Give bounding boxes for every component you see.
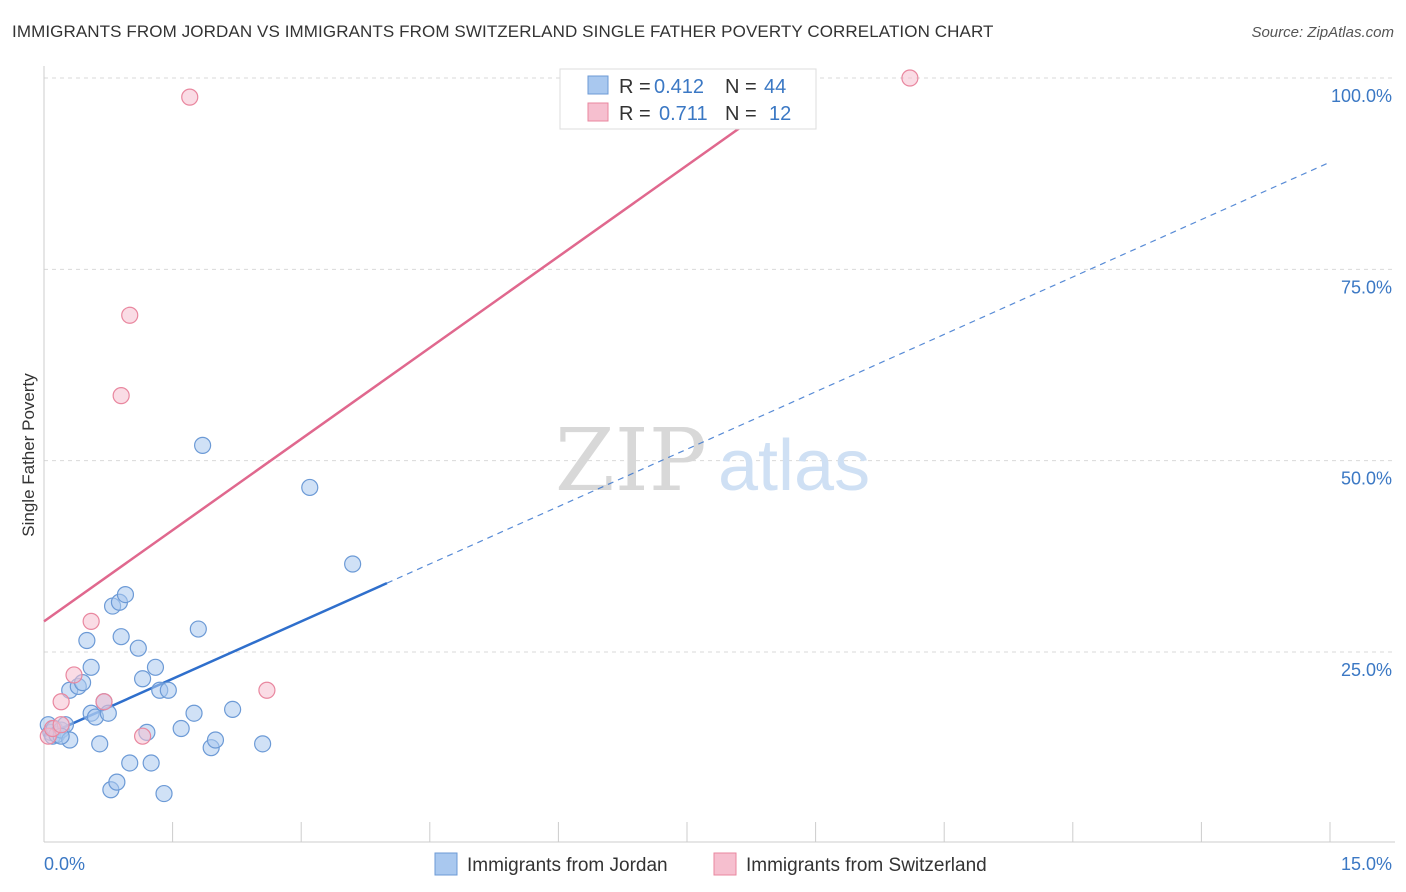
data-point-jordan: [301, 478, 319, 497]
data-point-jordan: [129, 639, 147, 657]
bottom-legend: Immigrants from Jordan Immigrants from S…: [434, 852, 987, 876]
trend-line-swiss: [43, 73, 817, 623]
trend-line-jordan-extension: [386, 161, 1331, 584]
x-tick-label-min: 0.0%: [44, 854, 85, 874]
bottom-legend-swatch-swiss: [713, 852, 737, 876]
trend-layer: [43, 73, 1331, 738]
data-point-jordan: [194, 436, 212, 454]
data-point-swiss: [65, 666, 83, 684]
watermark-zip: ZIP: [555, 411, 707, 511]
data-point-jordan: [155, 784, 173, 803]
chart-title: IMMIGRANTS FROM JORDAN VS IMMIGRANTS FRO…: [12, 22, 994, 41]
data-point-swiss: [112, 387, 130, 405]
bottom-legend-swatch-jordan: [434, 852, 458, 876]
bottom-legend-label-jordan: Immigrants from Jordan: [467, 855, 668, 876]
data-point-jordan: [108, 773, 126, 791]
data-point-jordan: [185, 704, 203, 722]
point-layer: [39, 69, 919, 803]
legend-r-label-jordan: R =: [619, 76, 651, 98]
data-point-jordan: [142, 754, 160, 772]
y-tick-label: 50.0%: [1341, 469, 1392, 489]
data-point-swiss: [52, 693, 70, 711]
data-point-swiss: [52, 716, 70, 734]
data-point-jordan: [189, 620, 207, 638]
y-tick-label: 100.0%: [1331, 86, 1392, 106]
legend-n-value-swiss: 12: [769, 103, 791, 125]
data-point-swiss: [901, 69, 919, 87]
legend-n-label-jordan: N =: [725, 76, 757, 98]
data-point-jordan: [82, 658, 100, 676]
data-point-jordan: [206, 731, 225, 749]
y-axis-title: Single Father Poverty: [19, 373, 38, 537]
data-point-jordan: [224, 700, 242, 719]
source-label: Source: ZipAtlas.com: [1251, 24, 1394, 41]
data-point-jordan: [112, 628, 130, 646]
y-tick-label: 25.0%: [1341, 660, 1392, 680]
data-point-jordan: [121, 754, 139, 772]
legend-box: R = 0.412 N = 44 R = 0.711 N = 12: [559, 68, 817, 130]
data-point-jordan: [146, 658, 165, 676]
data-point-swiss: [181, 88, 199, 106]
data-point-jordan: [78, 631, 96, 650]
legend-swatch-jordan: [587, 75, 609, 95]
data-point-jordan: [172, 719, 190, 738]
legend-r-value-swiss: 0.711: [659, 103, 708, 125]
data-point-swiss: [258, 681, 276, 699]
data-point-swiss: [121, 306, 139, 324]
data-point-jordan: [344, 555, 362, 573]
data-point-swiss: [133, 727, 152, 745]
watermark-atlas: atlas: [718, 426, 870, 506]
legend-r-value-jordan: 0.412: [654, 76, 704, 98]
data-point-swiss: [82, 612, 100, 630]
legend-r-label-swiss: R =: [619, 103, 651, 125]
data-point-jordan: [254, 735, 272, 753]
grid-layer: [44, 77, 1395, 653]
y-tick-label: 75.0%: [1341, 277, 1392, 297]
data-point-jordan: [133, 670, 152, 688]
legend-n-label-swiss: N =: [725, 103, 757, 125]
data-point-jordan: [159, 681, 177, 699]
bottom-legend-label-swiss: Immigrants from Switzerland: [746, 855, 987, 876]
legend-swatch-swiss: [587, 102, 609, 122]
legend-n-value-jordan: 44: [764, 76, 786, 98]
axis-layer: 25.0% 50.0% 75.0% 100.0%: [43, 66, 1395, 843]
data-point-swiss: [95, 693, 113, 711]
data-point-jordan: [91, 735, 109, 753]
x-tick-label-max: 15.0%: [1341, 854, 1392, 874]
data-point-jordan: [116, 585, 135, 604]
